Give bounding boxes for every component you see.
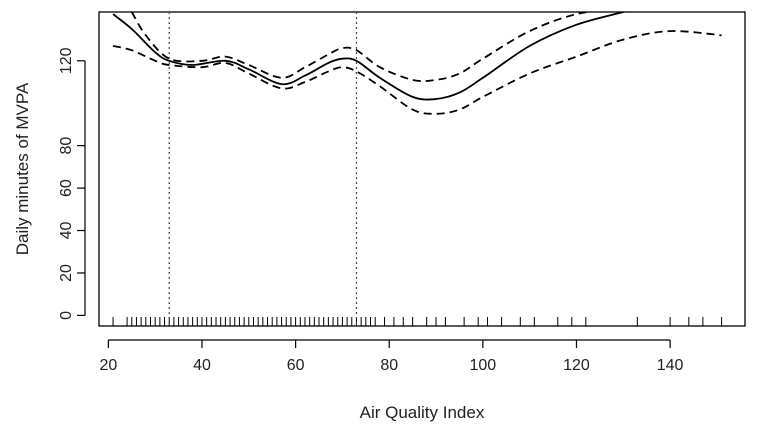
x-tick-label: 60 xyxy=(287,357,305,374)
y-tick-label: 60 xyxy=(58,179,75,197)
fitted-curve-line xyxy=(112,12,627,101)
y-tick-label: 20 xyxy=(58,264,75,282)
y-tick-label: 80 xyxy=(58,137,75,155)
rug-marks xyxy=(112,317,723,326)
confidence-band-line xyxy=(112,30,722,115)
y-axis: 0 20 40 60 80 120 xyxy=(58,47,86,320)
x-axis-title: Air Quality Index xyxy=(360,403,485,422)
plot-frame xyxy=(98,11,746,327)
x-tick-label: 140 xyxy=(657,357,684,374)
x-axis: 20 40 60 80 100 120 140 xyxy=(99,339,684,374)
x-tick-label: 120 xyxy=(563,357,590,374)
y-tick-label: 120 xyxy=(58,47,75,74)
reference-lines xyxy=(168,12,358,326)
x-tick-label: 80 xyxy=(380,357,398,374)
x-tick-label: 40 xyxy=(193,357,211,374)
y-tick-label: 0 xyxy=(58,311,75,320)
y-axis-title: Daily minutes of MVPA xyxy=(13,82,32,255)
y-tick-label: 40 xyxy=(58,222,75,240)
confidence-band-line xyxy=(131,12,594,83)
x-tick-label: 20 xyxy=(99,357,117,374)
series-lines xyxy=(112,12,722,115)
x-tick-label: 100 xyxy=(470,357,497,374)
